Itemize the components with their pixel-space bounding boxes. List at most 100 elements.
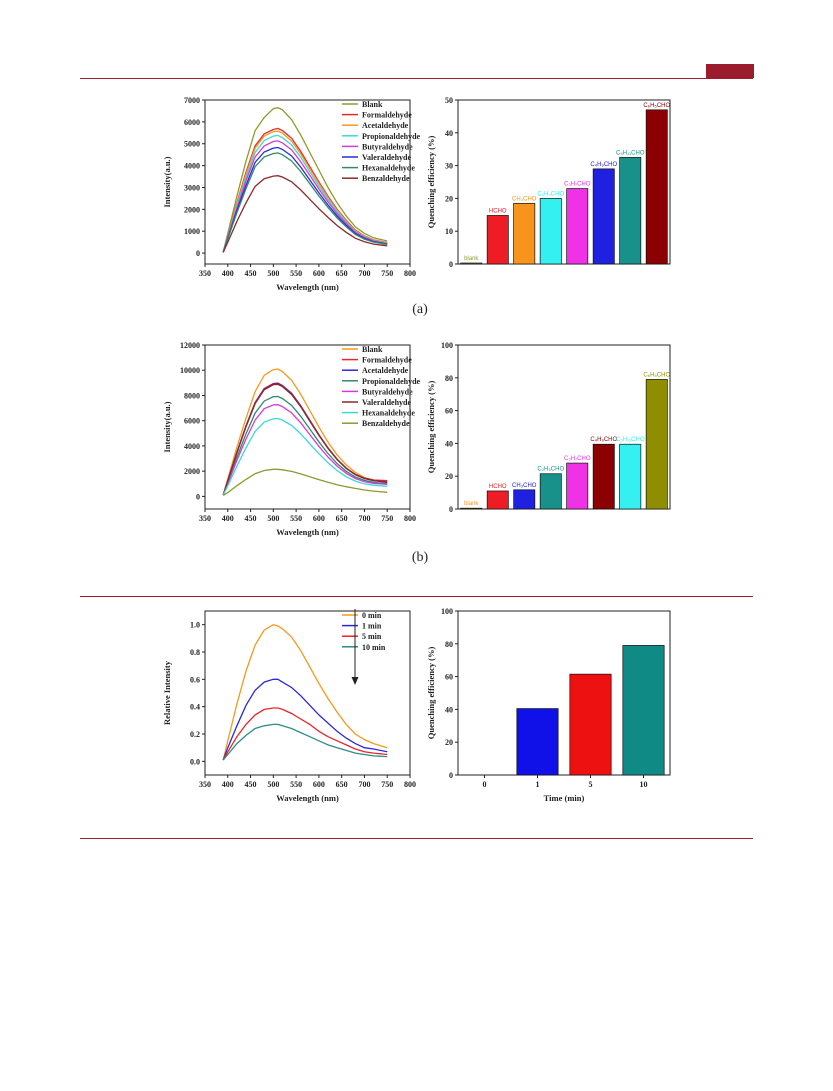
series-line bbox=[222, 395, 388, 496]
x-tick-label: 5 bbox=[589, 780, 593, 789]
legend-label: Blank bbox=[362, 345, 383, 354]
x-tick-label: 450 bbox=[245, 269, 257, 278]
y-tick-label: 60 bbox=[445, 407, 453, 416]
bar bbox=[566, 188, 589, 265]
series-line bbox=[222, 623, 388, 761]
bar bbox=[516, 708, 559, 776]
y-tick-label: 8000 bbox=[184, 391, 200, 400]
legend-label: Benzaldehyde bbox=[362, 174, 410, 183]
legend-label: 0 min bbox=[362, 611, 382, 620]
bar-label: C₄H₉CHO bbox=[590, 437, 617, 443]
legend-label: Hexanaldehyde bbox=[362, 164, 415, 173]
series-line bbox=[222, 134, 388, 253]
bar-label: blank bbox=[464, 256, 479, 262]
x-tick-label: 350 bbox=[199, 514, 211, 523]
x-tick-label: 400 bbox=[222, 780, 234, 789]
x-tick-label: 650 bbox=[336, 780, 348, 789]
bar bbox=[513, 489, 536, 510]
bar-label: C₄H₉CHO bbox=[590, 162, 617, 168]
y-tick-label: 7000 bbox=[184, 96, 200, 105]
y-tick-label: 4000 bbox=[184, 442, 200, 451]
bar-label: CH₃CHO bbox=[512, 196, 537, 202]
legend-label: 1 min bbox=[362, 622, 382, 631]
bar-label: C₆H₅CHO bbox=[643, 372, 670, 378]
x-tick-label: 500 bbox=[267, 514, 279, 523]
series-line bbox=[222, 107, 388, 253]
chart-c-spectra: 350 400 450 500 550 600 650 700 750 800 0.0 0.2 0.4 0… bbox=[162, 609, 416, 803]
x-axis-title: Time (min) bbox=[544, 793, 585, 803]
panel-label-b: (b) bbox=[411, 550, 429, 565]
y-tick-label: 2000 bbox=[184, 467, 200, 476]
x-tick-label: 0 bbox=[483, 780, 487, 789]
series-line bbox=[222, 383, 388, 496]
series-line bbox=[222, 146, 388, 253]
y-tick-label: 6000 bbox=[184, 118, 200, 127]
y-axis-title: Quenching efficiency (%) bbox=[426, 136, 436, 229]
plot-frame bbox=[457, 344, 671, 510]
legend-label: 5 min bbox=[362, 632, 382, 641]
y-tick-label: 0.4 bbox=[190, 703, 200, 712]
y-tick-label: 40 bbox=[445, 705, 453, 714]
x-tick-label: 600 bbox=[313, 514, 325, 523]
y-tick-label: 5000 bbox=[184, 140, 200, 149]
y-tick-label: 0 bbox=[449, 505, 453, 514]
series-line bbox=[222, 404, 388, 496]
x-tick-label: 650 bbox=[336, 514, 348, 523]
y-tick-label: 20 bbox=[445, 472, 453, 481]
bar bbox=[539, 198, 562, 265]
y-tick-label: 0 bbox=[196, 249, 200, 258]
bar bbox=[592, 443, 615, 510]
legend-label: Hexanaldehyde bbox=[362, 409, 415, 418]
legend-label: Formaldehyde bbox=[362, 356, 412, 365]
bar bbox=[645, 109, 668, 265]
series-line bbox=[222, 707, 388, 761]
time-arrow-head bbox=[351, 677, 359, 685]
bar bbox=[622, 645, 665, 776]
y-tick-label: 20 bbox=[445, 738, 453, 747]
y-tick-label: 2000 bbox=[184, 205, 200, 214]
series-line bbox=[222, 368, 388, 496]
y-tick-label: 6000 bbox=[184, 417, 200, 426]
bar-label: C₃H₇CHO bbox=[564, 456, 591, 462]
y-tick-label: 10 bbox=[445, 227, 453, 236]
panel-label-a: (a) bbox=[412, 302, 428, 317]
plot-frame bbox=[457, 99, 671, 265]
y-tick-label: 0.8 bbox=[190, 648, 200, 657]
x-tick-label: 500 bbox=[267, 780, 279, 789]
x-tick-label: 1 bbox=[536, 780, 540, 789]
series-line bbox=[222, 468, 388, 496]
bar-label: C₃H₇CHO bbox=[564, 182, 591, 188]
y-tick-label: 1000 bbox=[184, 227, 200, 236]
x-tick-label: 550 bbox=[290, 269, 302, 278]
y-tick-label: 3000 bbox=[184, 183, 200, 192]
y-tick-label: 4000 bbox=[184, 162, 200, 171]
x-tick-label: 650 bbox=[336, 269, 348, 278]
bar-label: C₅H₁₁CHO bbox=[616, 150, 645, 156]
bar-label: HCHO bbox=[489, 484, 507, 490]
y-tick-label: 60 bbox=[445, 673, 453, 682]
y-tick-label: 80 bbox=[445, 374, 453, 383]
legend-label: Benzaldehyde bbox=[362, 419, 410, 428]
chart-b-bars: 0 20 40 60 80 100 Quenching efficiency (%) blan… bbox=[426, 341, 671, 514]
chart-a-spectra: 350 400 450 500 550 600 650 700 750 800 0 1000 2000 3… bbox=[162, 96, 421, 292]
x-tick-label: 700 bbox=[358, 780, 370, 789]
y-tick-label: 80 bbox=[445, 640, 453, 649]
header-tab bbox=[706, 64, 754, 78]
bar bbox=[645, 379, 668, 510]
bar bbox=[592, 168, 615, 265]
x-tick-label: 800 bbox=[404, 780, 416, 789]
x-tick-label: 700 bbox=[358, 514, 370, 523]
legend-label: Valeraldehyde bbox=[362, 398, 411, 407]
x-tick-label: 400 bbox=[222, 269, 234, 278]
y-tick-label: 0 bbox=[449, 771, 453, 780]
legend-label: Formaldehyde bbox=[362, 111, 412, 120]
plot-frame bbox=[204, 99, 411, 265]
x-tick-label: 750 bbox=[381, 269, 393, 278]
bar-label: HCHO bbox=[489, 208, 507, 214]
x-tick-label: 550 bbox=[290, 514, 302, 523]
bar bbox=[486, 215, 509, 265]
legend-label: Valeraldehyde bbox=[362, 153, 411, 162]
series-line bbox=[222, 140, 388, 253]
legend-label: Propionaldehyde bbox=[362, 132, 421, 141]
x-tick-label: 700 bbox=[358, 269, 370, 278]
